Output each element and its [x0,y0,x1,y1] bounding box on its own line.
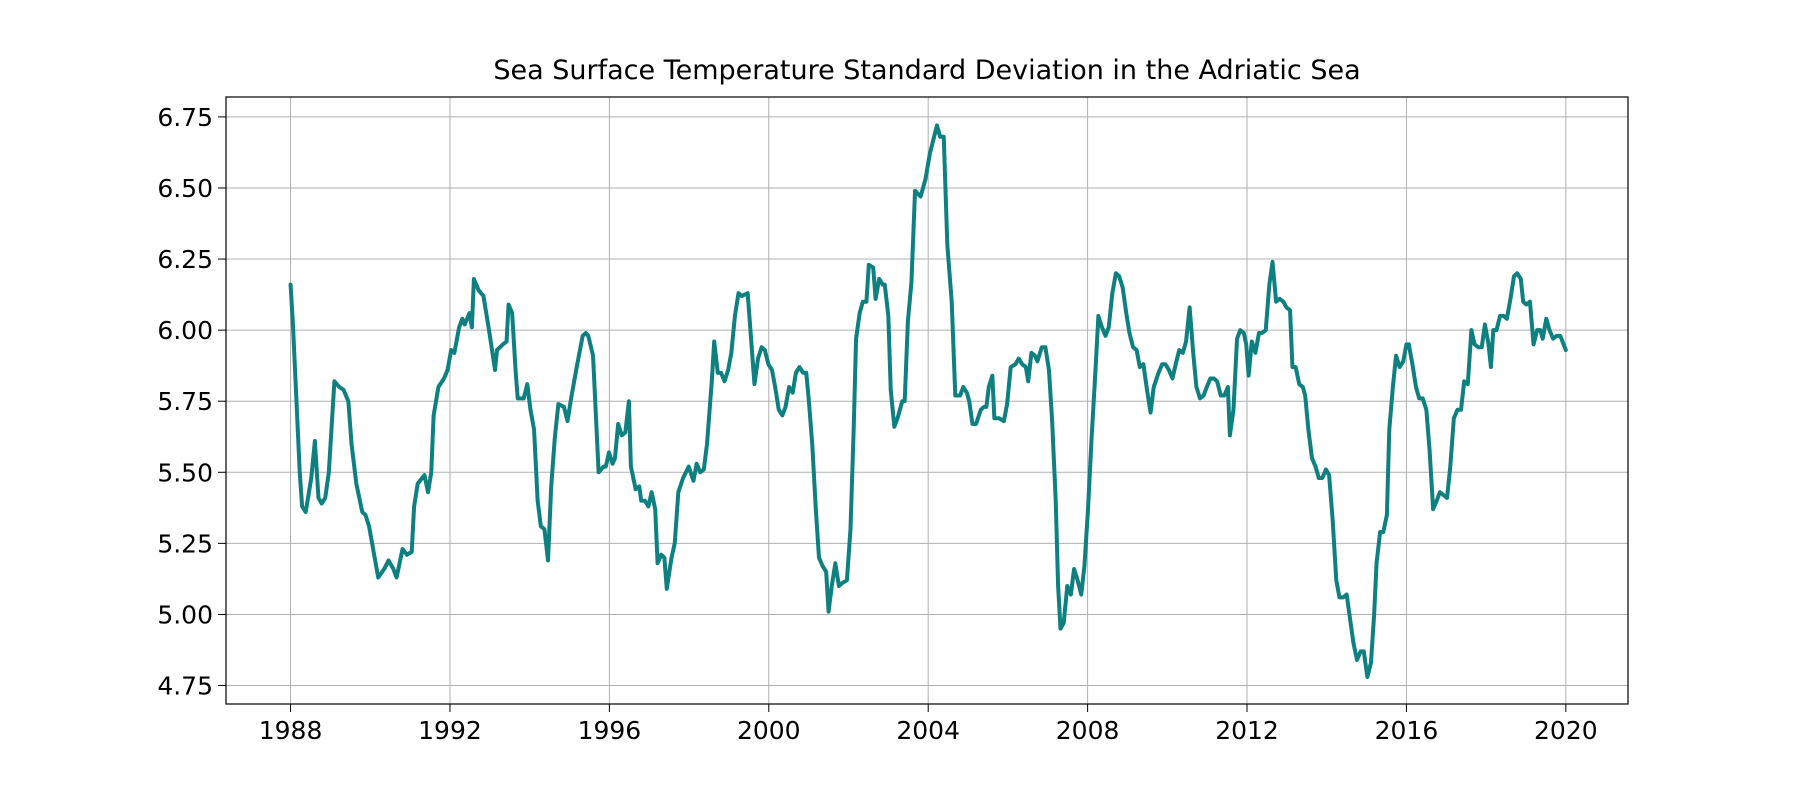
x-tick-label: 2020 [1534,716,1598,745]
x-tick-label: 1988 [259,716,323,745]
x-tick-label: 1992 [418,716,482,745]
x-tick-label: 2000 [737,716,801,745]
y-tick-label: 5.50 [157,458,213,487]
y-tick-label: 5.25 [157,529,213,558]
x-tick-label: 2008 [1056,716,1120,745]
y-tick-label: 6.50 [157,174,213,203]
chart-title: Sea Surface Temperature Standard Deviati… [493,55,1360,86]
x-tick-label: 2016 [1375,716,1439,745]
x-tick-label: 2004 [896,716,960,745]
y-tick-label: 6.25 [157,245,213,274]
y-tick-label: 5.75 [157,387,213,416]
x-tick-label: 2012 [1215,716,1279,745]
plot-frame [225,96,1629,705]
y-tick-label: 5.00 [157,600,213,629]
y-tick-label: 4.75 [157,672,213,701]
data-line [288,123,1568,679]
y-tick-label: 6.00 [157,316,213,345]
x-tick-label: 1996 [578,716,642,745]
y-tick-label: 6.75 [157,103,213,132]
